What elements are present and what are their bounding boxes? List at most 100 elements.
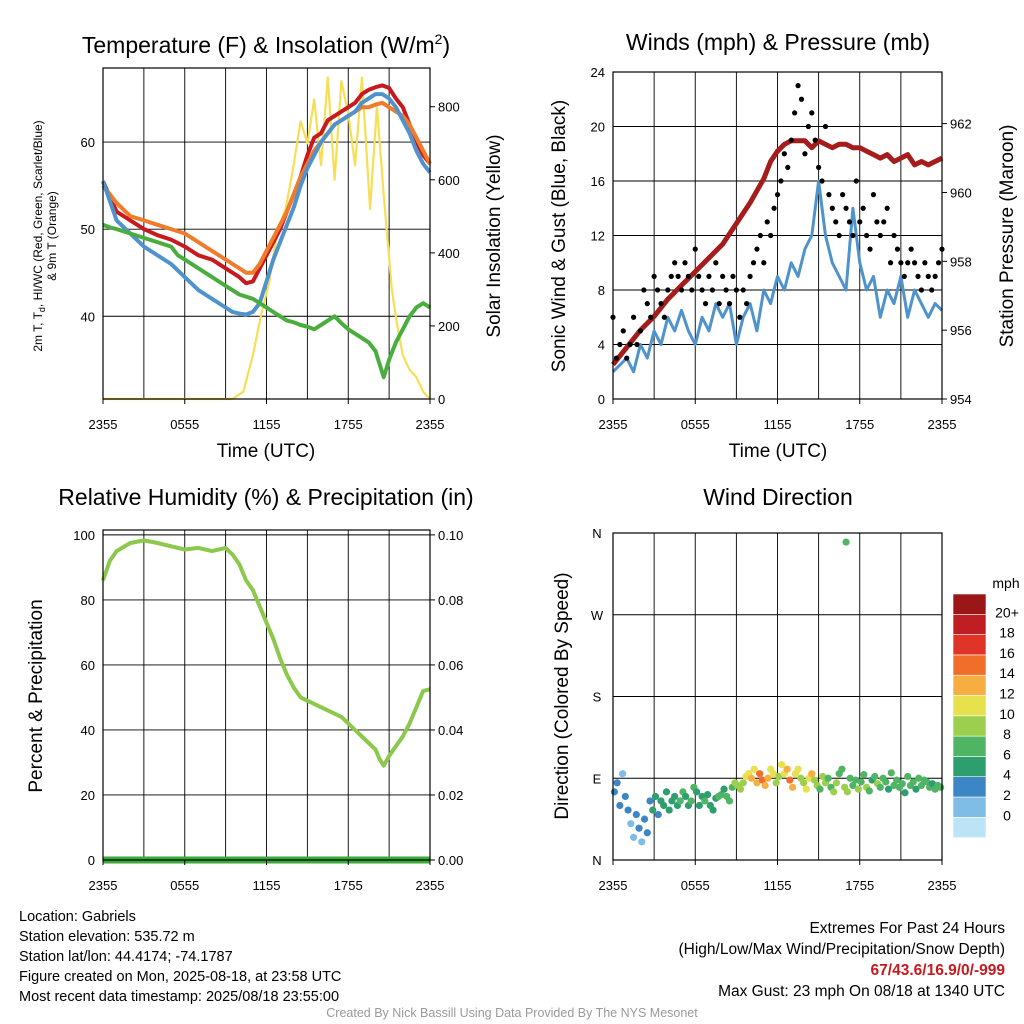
direction-point (646, 797, 654, 805)
pressure-y-axis-label: Station Pressure (Maroon) (997, 125, 1018, 348)
series-orange-line (101, 100, 432, 275)
gust-point (908, 246, 914, 252)
gust-point (620, 328, 626, 334)
direction-point (772, 779, 780, 787)
sonic-wind-line (611, 179, 944, 374)
gust-point (778, 178, 784, 184)
colorbar-cell (952, 715, 987, 737)
gust-point (840, 192, 846, 198)
direction-point (830, 788, 838, 796)
wind-direction-y-axis-label: Direction (Colored By Speed) (552, 572, 573, 819)
gust-point (836, 232, 842, 239)
gust-point (833, 219, 839, 225)
temperature-y-axis-label: 2m T, Td, HI/WC (Red, Green, Scarlet/Blu… (31, 120, 47, 351)
gust-point (857, 219, 863, 225)
direction-point (654, 810, 662, 819)
temperature-panel-title: Temperature (F) & Insolation (W/m2) (82, 31, 450, 58)
direction-point (671, 792, 679, 801)
gust-point (925, 273, 931, 279)
colorbar-label: 18 (999, 625, 1015, 641)
colorbar-cell (952, 593, 987, 615)
direction-point (915, 774, 923, 782)
y2-tick-label: 960 (950, 185, 972, 200)
x-tick-label: 1155 (253, 417, 281, 432)
direction-point (703, 791, 712, 799)
gust-point (654, 287, 661, 293)
gust-point (754, 246, 760, 252)
colorbar-label: 4 (1003, 767, 1011, 783)
timestamp-text: Most recent data timestamp: 2025/08/18 2… (19, 989, 340, 1005)
gust-point (891, 232, 897, 239)
x-tick-label: 2355 (599, 417, 628, 432)
direction-point (643, 829, 651, 837)
gust-point (637, 328, 644, 334)
direction-point (912, 785, 920, 793)
gust-point (617, 341, 623, 348)
gust-point (644, 301, 650, 307)
gust-point (761, 260, 767, 266)
x-tick-label: 1755 (845, 417, 874, 432)
gust-point (696, 273, 702, 279)
direction-point (842, 538, 850, 546)
gust-point (720, 273, 726, 279)
direction-point (638, 838, 646, 846)
x-tick-label: 2355 (928, 878, 957, 893)
x-tick-label: 0555 (170, 878, 199, 893)
y2-tick-label: 954 (950, 392, 972, 407)
gust-point (658, 301, 664, 307)
direction-point (682, 792, 690, 801)
gust-point (737, 314, 743, 320)
location-text: Location: Gabriels (19, 909, 136, 925)
gust-point (802, 151, 808, 157)
direction-point (613, 779, 621, 787)
gust-point (932, 273, 938, 279)
gust-point (850, 232, 856, 239)
direction-point (808, 770, 816, 778)
direction-point (687, 797, 695, 805)
wind-direction-panel-title: Wind Direction (703, 484, 853, 510)
gust-point (692, 246, 698, 252)
x-tick-label: 2355 (89, 417, 118, 432)
direction-point (901, 789, 909, 797)
direction-point (756, 770, 764, 778)
gust-point (795, 83, 801, 89)
gust-point (634, 341, 640, 348)
gust-point (682, 260, 688, 266)
y-tick-label: 100 (73, 528, 95, 543)
colorbar-label: 0 (1003, 807, 1011, 823)
y-tick-label: N (592, 853, 601, 868)
y-tick-label: 0 (598, 392, 605, 407)
y-tick-label: 80 (81, 593, 95, 608)
temperature-y-axis-label-line2: & 9m T (Orange) (45, 191, 59, 281)
gust-point (702, 301, 709, 307)
station-info: Location: Gabriels Station elevation: 53… (19, 907, 341, 1007)
gust-point (672, 260, 678, 266)
direction-point (890, 781, 898, 790)
gust-point (716, 301, 722, 307)
colorbar-cell (952, 756, 987, 778)
x-tick-label: 0555 (681, 417, 710, 432)
direction-point (610, 788, 618, 796)
gust-point (881, 219, 887, 225)
gust-point (798, 96, 805, 102)
colorbar-label: 14 (999, 665, 1015, 681)
gust-point (651, 273, 657, 279)
y2-tick-label: 958 (950, 254, 972, 269)
gust-point (740, 287, 746, 293)
direction-point (761, 781, 769, 790)
y2-tick-label: 962 (950, 117, 972, 132)
gust-point (812, 137, 818, 143)
colorbar-title: mph (992, 575, 1019, 591)
direction-point (871, 772, 879, 781)
direction-point (662, 788, 671, 796)
gust-point (809, 110, 815, 116)
direction-point (717, 791, 725, 799)
direction-point (786, 776, 794, 784)
direction-point (865, 787, 873, 795)
gust-point (805, 123, 811, 130)
y2-tick-label: 600 (438, 173, 460, 188)
max-gust-text: Max Gust: 23 mph On 08/18 at 1340 UTC (718, 983, 1005, 1000)
y2-tick-label: 800 (438, 100, 460, 115)
extremes-subtitle: (High/Low/Max Wind/Precipitation/Snow De… (678, 941, 1006, 958)
